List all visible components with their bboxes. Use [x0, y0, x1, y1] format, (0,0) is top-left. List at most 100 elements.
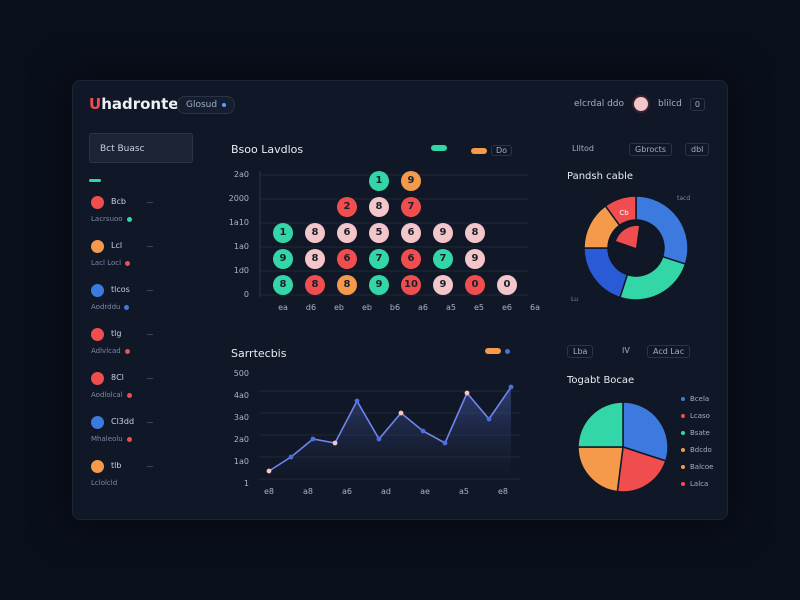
- line-point[interactable]: [398, 410, 404, 416]
- pie-legend-item[interactable]: Bcela: [681, 395, 709, 403]
- mid-tab-a[interactable]: Lba: [567, 345, 594, 358]
- pie-title: Togabt Bocae: [567, 375, 635, 386]
- bubble-point[interactable]: 7: [401, 197, 421, 217]
- bubble-point[interactable]: 6: [401, 223, 421, 243]
- app-logo[interactable]: Uhadronte: [89, 95, 178, 113]
- bubble-x-tick: eb: [334, 303, 344, 312]
- donut-slice[interactable]: [635, 195, 689, 266]
- bubble-point[interactable]: 0: [497, 275, 517, 295]
- status-dot-icon: [126, 216, 132, 222]
- pie-slice[interactable]: [622, 401, 669, 462]
- bubble-legend-b[interactable]: Do: [471, 145, 513, 156]
- pie-slice[interactable]: [616, 446, 667, 493]
- pie-legend-item[interactable]: Bsate: [681, 429, 710, 437]
- bubble-point[interactable]: 9: [433, 223, 453, 243]
- pie-legend-item[interactable]: Lalca: [681, 480, 708, 488]
- sidebar-item[interactable]: Lcl Lacl Locl: [89, 240, 199, 284]
- logo-mark: U: [89, 95, 102, 113]
- line-point[interactable]: [464, 390, 470, 396]
- tab-b[interactable]: Gbrocts: [629, 143, 672, 156]
- pie-slice[interactable]: [577, 446, 624, 493]
- bubble-point[interactable]: 6: [337, 223, 357, 243]
- user-name[interactable]: blilcd: [658, 99, 682, 109]
- bubble-x-tick: a5: [446, 303, 456, 312]
- legend-dot-icon: [681, 448, 685, 452]
- sidebar-active-indicator: [89, 179, 101, 182]
- sidebar-search-button[interactable]: Bct Buasc: [89, 133, 193, 163]
- bubble-point[interactable]: 5: [369, 223, 389, 243]
- sidebar-item[interactable]: tlcos Aodrddu: [89, 284, 199, 328]
- bubble-point[interactable]: 9: [273, 249, 293, 269]
- line-point[interactable]: [420, 428, 426, 434]
- header-chip[interactable]: 0: [689, 97, 705, 111]
- line-point[interactable]: [486, 416, 492, 422]
- mid-tab-c[interactable]: Acd Lac: [647, 345, 691, 358]
- line-point[interactable]: [332, 440, 338, 446]
- line-point[interactable]: [442, 440, 448, 446]
- sidebar-item-icon: [91, 196, 104, 209]
- bubble-point[interactable]: 7: [369, 249, 389, 269]
- bubble-point[interactable]: 7: [433, 249, 453, 269]
- bubble-point[interactable]: 6: [337, 249, 357, 269]
- sidebar-item-divider: [147, 202, 153, 203]
- line-point[interactable]: [508, 384, 514, 390]
- bubble-legend-a[interactable]: [431, 145, 447, 151]
- line-point[interactable]: [376, 436, 382, 442]
- bubble-x-tick: 6a: [530, 303, 540, 312]
- pie-legend-item[interactable]: Lcaso: [681, 412, 710, 420]
- legend-dot-icon: [681, 465, 685, 469]
- bubble-point[interactable]: 9: [433, 275, 453, 295]
- bubble-point[interactable]: 6: [401, 249, 421, 269]
- bubble-point[interactable]: 0: [465, 275, 485, 295]
- bubble-point[interactable]: 9: [369, 275, 389, 295]
- bubble-x-tick: e6: [501, 303, 512, 312]
- sidebar-item-label: 8Cl: [111, 373, 124, 382]
- bubble-point[interactable]: 8: [305, 223, 325, 243]
- line-point[interactable]: [310, 436, 316, 442]
- pie-legend-item[interactable]: Balcoe: [681, 463, 713, 471]
- bubble-point[interactable]: 1: [273, 223, 293, 243]
- line-legend-dot-icon: [505, 348, 510, 354]
- sidebar-item[interactable]: tlg Adlvlcad: [89, 328, 199, 372]
- mid-tab-b[interactable]: IV: [622, 346, 630, 355]
- line-point[interactable]: [354, 398, 360, 404]
- line-point[interactable]: [288, 454, 294, 460]
- bubble-point[interactable]: 8: [305, 249, 325, 269]
- line-x-tick: a5: [459, 487, 469, 496]
- bubble-x-tick: eb: [362, 303, 372, 312]
- sidebar-item[interactable]: tlb Lclolcld: [89, 460, 199, 504]
- bubble-point[interactable]: 10: [401, 275, 421, 295]
- pie-legend-label: Bcela: [690, 395, 710, 403]
- bubble-x-tick: d6: [305, 303, 317, 312]
- bubble-point[interactable]: 9: [401, 171, 421, 191]
- line-point[interactable]: [266, 468, 272, 474]
- bubble-point[interactable]: 8: [369, 197, 389, 217]
- sidebar-item[interactable]: Bcb Lacrsuoo: [89, 196, 199, 240]
- sidebar-item-divider: [147, 422, 153, 423]
- bubble-point[interactable]: 8: [465, 223, 485, 243]
- sidebar-item[interactable]: Cl3dd Mhaleolu: [89, 416, 199, 460]
- status-dot-icon: [125, 260, 131, 266]
- avatar[interactable]: [632, 95, 651, 113]
- header-right-text: elcrdal ddo: [573, 99, 625, 109]
- pie-legend-item[interactable]: Bdcdo: [681, 446, 712, 454]
- donut-inner-highlight: [616, 225, 639, 248]
- bubble-x-tick: ea: [278, 303, 288, 312]
- bubble-point[interactable]: 1: [369, 171, 389, 191]
- line-y-tick: 2a0: [233, 435, 249, 444]
- line-x-tick: ae: [420, 487, 430, 496]
- bubble-point[interactable]: 8: [337, 275, 357, 295]
- bubble-point[interactable]: 8: [305, 275, 325, 295]
- bubble-point[interactable]: 9: [465, 249, 485, 269]
- sidebar-item[interactable]: 8Cl Aodlolcal: [89, 372, 199, 416]
- tab-a[interactable]: Llltod: [572, 144, 595, 153]
- bubble-point[interactable]: 2: [337, 197, 357, 217]
- sidebar-list: Bcb Lacrsuoo Lcl Lacl Locl tlcos Aodrddu tlg Ad…: [89, 196, 199, 504]
- tab-c[interactable]: dbl: [685, 143, 710, 156]
- bubble-point[interactable]: 8: [273, 275, 293, 295]
- workspace-pill[interactable]: Glosud: [177, 96, 236, 114]
- line-legend[interactable]: [485, 348, 510, 354]
- sidebar-item-sub: Lacrsuoo: [91, 215, 132, 223]
- sidebar-item-sub-text: Adlvlcad: [91, 347, 121, 355]
- pie-slice[interactable]: [577, 401, 624, 448]
